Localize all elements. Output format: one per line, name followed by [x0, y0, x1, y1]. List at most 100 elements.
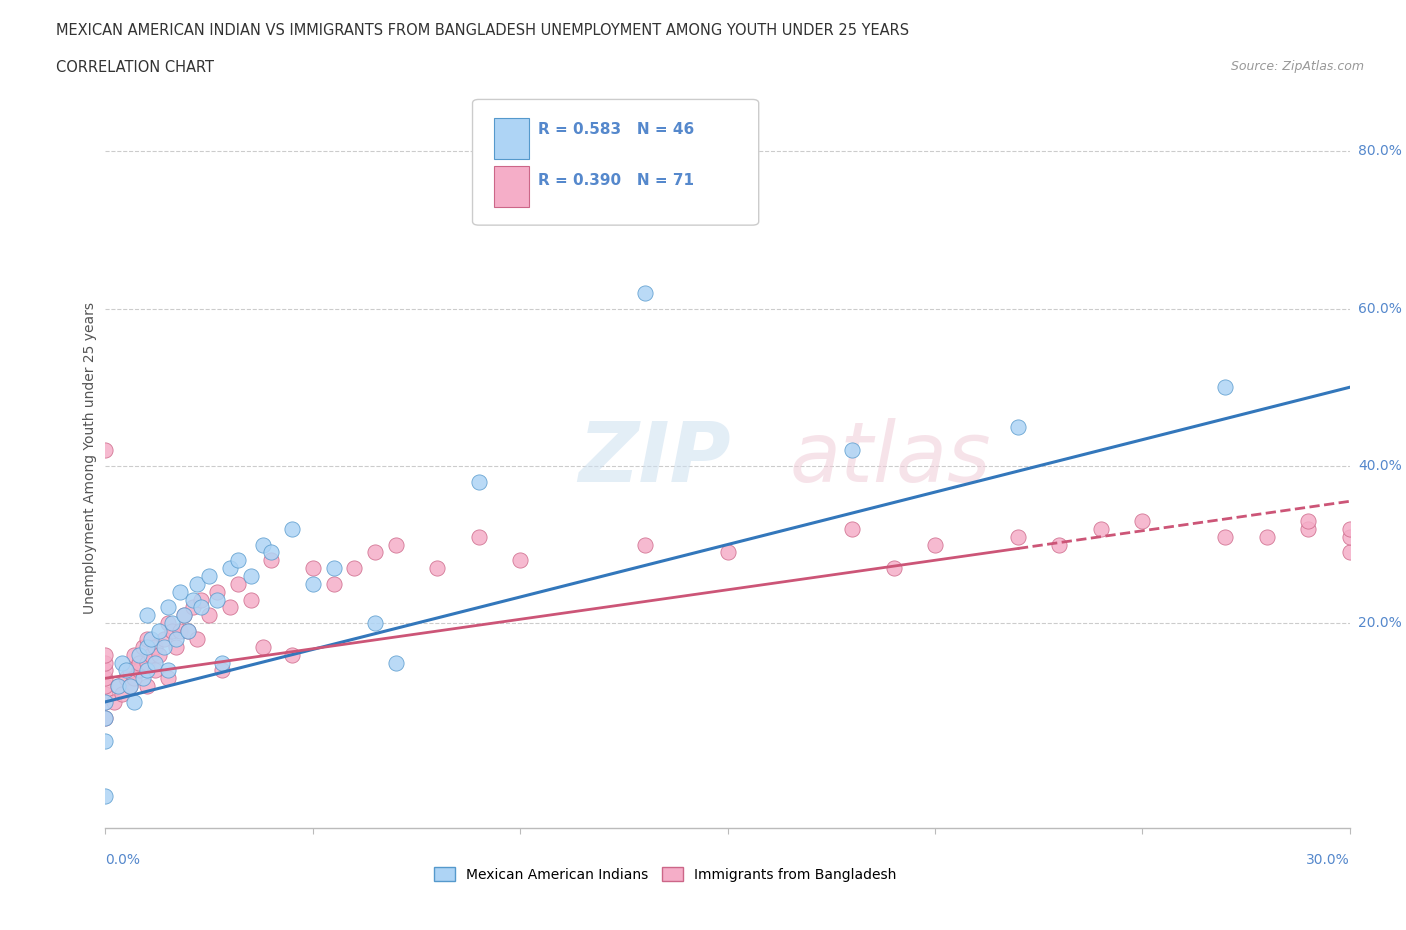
Point	[143, 663, 166, 678]
Point	[135, 663, 157, 678]
Point	[1049, 538, 1071, 552]
Point	[883, 561, 905, 576]
Point	[111, 655, 134, 670]
Point	[94, 663, 117, 678]
Point	[1256, 529, 1278, 544]
Point	[94, 734, 117, 749]
Point	[181, 592, 204, 607]
Point	[252, 538, 274, 552]
Point	[426, 561, 449, 576]
Text: 20.0%: 20.0%	[1358, 617, 1402, 631]
Point	[211, 663, 233, 678]
Point	[169, 584, 191, 599]
Point	[135, 639, 157, 654]
Point	[94, 711, 117, 725]
Point	[94, 679, 117, 694]
Point	[1007, 419, 1029, 434]
Point	[385, 538, 408, 552]
Point	[124, 647, 146, 662]
Text: Source: ZipAtlas.com: Source: ZipAtlas.com	[1230, 60, 1364, 73]
Point	[509, 552, 531, 567]
Text: 0.0%: 0.0%	[105, 853, 141, 867]
Point	[252, 639, 274, 654]
Point	[94, 711, 117, 725]
Point	[207, 592, 229, 607]
Point	[135, 631, 157, 646]
Point	[135, 679, 157, 694]
Point	[1090, 522, 1112, 537]
Text: CORRELATION CHART: CORRELATION CHART	[56, 60, 214, 75]
Point	[181, 600, 204, 615]
Text: ZIP: ZIP	[578, 418, 731, 498]
Point	[1339, 522, 1361, 537]
Point	[94, 443, 117, 458]
Point	[143, 639, 166, 654]
Point	[94, 695, 117, 710]
Point	[186, 577, 208, 591]
Point	[124, 695, 146, 710]
Point	[135, 655, 157, 670]
Point	[94, 671, 117, 685]
FancyBboxPatch shape	[472, 100, 759, 225]
Point	[207, 584, 229, 599]
Point	[111, 686, 134, 701]
Point	[94, 686, 117, 701]
Point	[115, 663, 138, 678]
Y-axis label: Unemployment Among Youth under 25 years: Unemployment Among Youth under 25 years	[83, 302, 97, 614]
Point	[94, 647, 117, 662]
Point	[103, 695, 125, 710]
Point	[173, 608, 195, 623]
Point	[1296, 513, 1319, 528]
Point	[135, 608, 157, 623]
Point	[634, 538, 657, 552]
Text: 40.0%: 40.0%	[1358, 458, 1402, 472]
Text: 30.0%: 30.0%	[1306, 853, 1350, 867]
Point	[218, 600, 242, 615]
Point	[165, 631, 187, 646]
Point	[160, 616, 183, 631]
Point	[107, 679, 129, 694]
Point	[139, 647, 162, 662]
Point	[281, 522, 304, 537]
Point	[385, 655, 408, 670]
Point	[169, 624, 191, 639]
Point	[94, 695, 117, 710]
Point	[260, 545, 283, 560]
Point	[239, 592, 262, 607]
Point	[120, 663, 142, 678]
Point	[634, 286, 657, 300]
Point	[467, 474, 489, 489]
Text: 80.0%: 80.0%	[1358, 144, 1402, 158]
Point	[841, 522, 863, 537]
Point	[301, 577, 323, 591]
Point	[156, 600, 179, 615]
Point	[148, 647, 170, 662]
Legend: Mexican American Indians, Immigrants from Bangladesh: Mexican American Indians, Immigrants fro…	[429, 861, 903, 887]
Point	[160, 624, 183, 639]
Point	[143, 655, 166, 670]
Point	[148, 624, 170, 639]
Point	[165, 639, 187, 654]
Point	[132, 639, 155, 654]
Point	[115, 671, 138, 685]
Text: R = 0.390   N = 71: R = 0.390 N = 71	[538, 173, 695, 188]
Point	[841, 443, 863, 458]
Point	[218, 561, 242, 576]
Point	[1296, 522, 1319, 537]
Point	[132, 671, 155, 685]
Point	[198, 568, 221, 583]
Point	[177, 624, 200, 639]
Point	[173, 608, 195, 623]
Point	[120, 679, 142, 694]
Point	[260, 552, 283, 567]
Point	[1215, 379, 1237, 394]
Point	[1339, 529, 1361, 544]
Point	[467, 529, 489, 544]
Point	[322, 577, 344, 591]
Point	[124, 671, 146, 685]
Text: atlas: atlas	[790, 418, 991, 498]
Text: MEXICAN AMERICAN INDIAN VS IMMIGRANTS FROM BANGLADESH UNEMPLOYMENT AMONG YOUTH U: MEXICAN AMERICAN INDIAN VS IMMIGRANTS FR…	[56, 23, 910, 38]
Point	[152, 639, 174, 654]
Point	[1339, 545, 1361, 560]
Point	[364, 545, 387, 560]
